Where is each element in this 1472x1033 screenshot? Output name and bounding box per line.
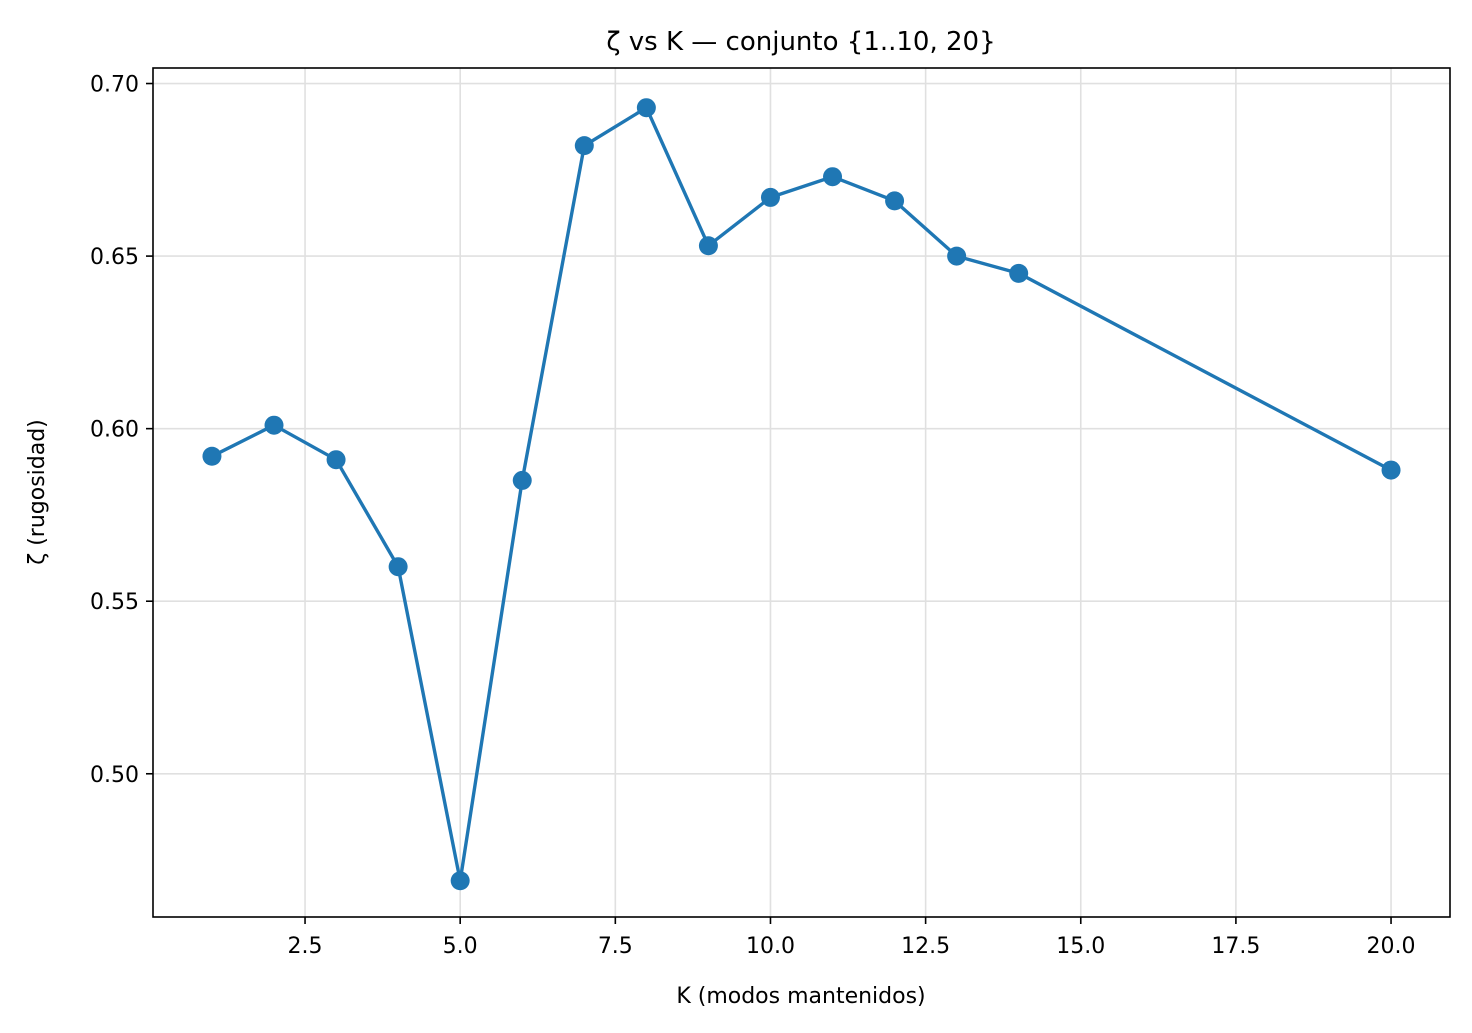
y-tick-label: 0.70 (90, 73, 139, 98)
y-tick-label: 0.65 (90, 245, 139, 270)
data-point (1381, 460, 1401, 480)
y-axis-title: ζ (rugosidad) (25, 419, 50, 565)
x-tick-label: 10.0 (746, 934, 795, 959)
data-point (202, 446, 222, 466)
data-point (326, 450, 346, 470)
y-tick-label: 0.50 (90, 763, 139, 788)
data-point (823, 167, 843, 187)
series-line (211, 105, 1392, 883)
data-point (388, 557, 408, 577)
data-point (1009, 263, 1029, 283)
x-tick-label: 20.0 (1367, 934, 1416, 959)
data-point (512, 470, 532, 490)
x-tick-label: 15.0 (1056, 934, 1105, 959)
ticks: 2.5 5.0 7.5 10.0 12.5 15.0 17.5 20.0 0.50 0.55 0.6… (90, 73, 1416, 959)
data-point (264, 415, 284, 435)
data-point (760, 187, 780, 207)
y-tick-label: 0.55 (90, 590, 139, 615)
x-tick-label: 5.0 (443, 934, 478, 959)
chart-title: ζ vs K — conjunto {1..10, 20} (606, 27, 995, 57)
series (202, 98, 1401, 891)
x-axis-title: K (modos mantenidos) (676, 984, 925, 1009)
x-tick-label: 17.5 (1211, 934, 1260, 959)
data-point (947, 246, 967, 266)
x-tick-label: 12.5 (901, 934, 950, 959)
data-point (574, 136, 594, 156)
x-tick-label: 2.5 (288, 934, 323, 959)
plot-frame (152, 67, 1451, 918)
grid (153, 68, 1450, 917)
data-point (885, 191, 905, 211)
data-point (698, 236, 718, 256)
data-point (450, 871, 470, 891)
x-tick-label: 7.5 (598, 934, 633, 959)
data-point (636, 98, 656, 118)
y-tick-label: 0.60 (90, 418, 139, 443)
